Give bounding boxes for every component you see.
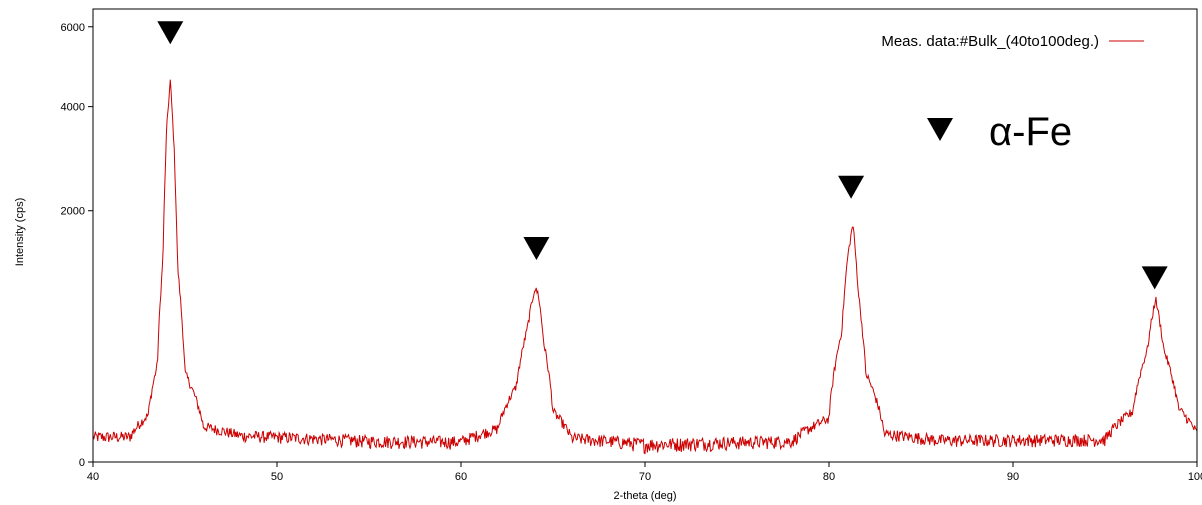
series-line [92, 79, 1198, 455]
phase-marker-icon [927, 118, 953, 141]
peak-marker [157, 21, 184, 45]
peak-marker [838, 175, 865, 199]
x-axis-title: 2-theta (deg) [614, 490, 677, 502]
x-tick-label: 40 [87, 471, 99, 483]
x-tick-label: 60 [455, 471, 467, 483]
y-tick-label: 0 [79, 457, 85, 469]
y-tick-label: 6000 [61, 22, 85, 34]
phase-annotation: α-Fe [927, 110, 1072, 154]
peak-marker [1141, 266, 1168, 290]
x-tick-label: 90 [1007, 471, 1019, 483]
x-axis: 40 50 60 70 80 90 100 [87, 462, 1202, 483]
legend-label: Meas. data:#Bulk_(40to100deg.) [881, 33, 1099, 50]
x-tick-label: 70 [639, 471, 651, 483]
peak-markers [157, 21, 1168, 290]
series-layer [92, 79, 1198, 455]
x-tick-label: 50 [271, 471, 283, 483]
x-tick-label: 80 [823, 471, 835, 483]
phase-label: α-Fe [989, 110, 1072, 154]
peak-marker [523, 237, 550, 261]
y-axis: 0 2000 4000 6000 [61, 22, 93, 469]
y-tick-label: 4000 [61, 102, 85, 114]
y-tick-label: 2000 [61, 206, 85, 218]
legend: Meas. data:#Bulk_(40to100deg.) [881, 33, 1144, 50]
y-axis-title: Intensity (cps) [14, 198, 26, 266]
x-tick-label: 100 [1188, 471, 1202, 483]
